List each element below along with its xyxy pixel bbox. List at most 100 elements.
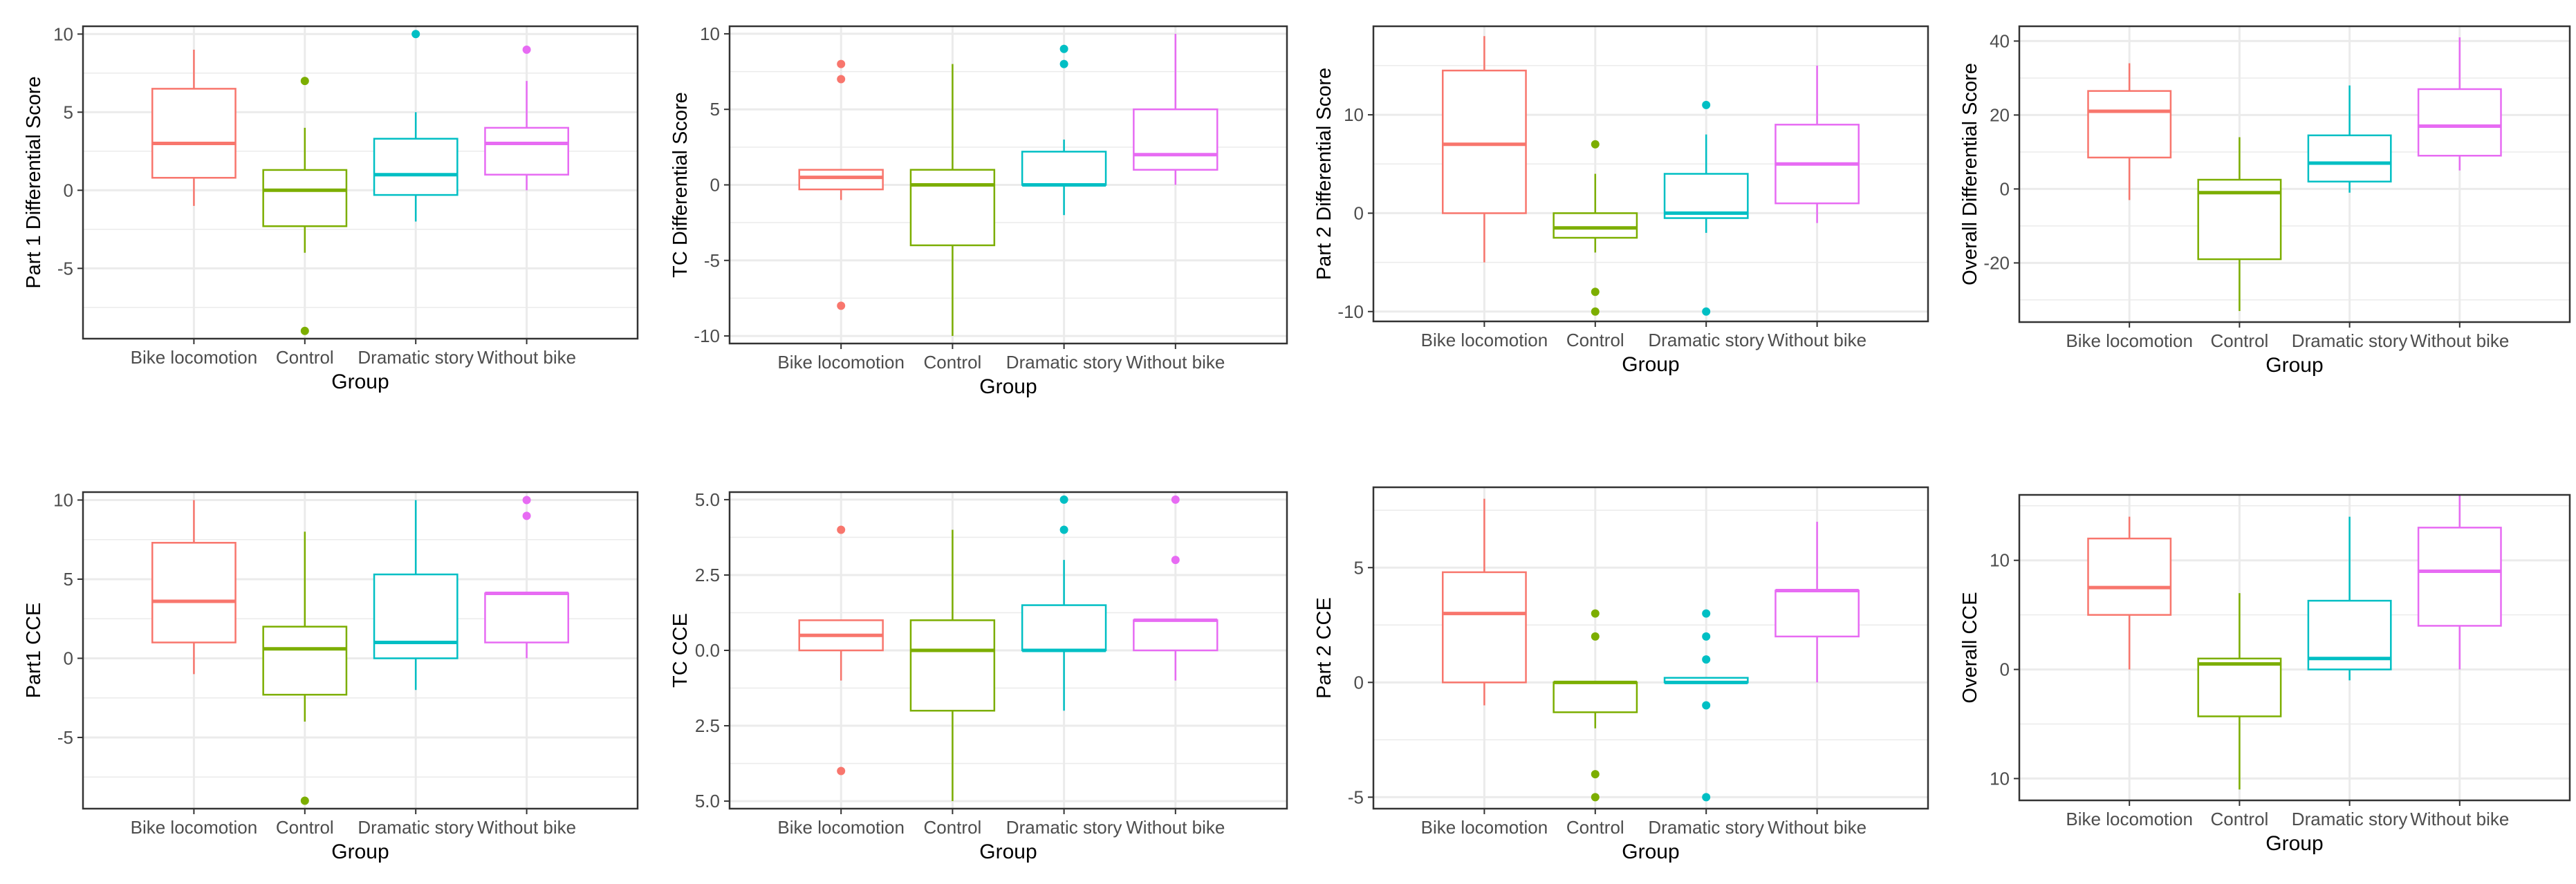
outlier-point: [1171, 556, 1180, 565]
x-tick-label: Control: [1566, 817, 1624, 838]
chart-panel-6: 5.0 2.5 0.0 2.5 5.0 Bike locomotion Control Dra…: [669, 489, 1288, 863]
box-control: [262, 77, 348, 335]
y-axis-title: Part1 CCE: [23, 603, 45, 699]
box-bike-locomotion: [2087, 63, 2172, 200]
outlier-point: [837, 75, 846, 84]
x-axis-title: Group: [2265, 354, 2323, 377]
x-tick-label: Without bike: [1768, 330, 1866, 350]
box-body: [1442, 69, 1527, 214]
box-body: [484, 592, 570, 643]
outlier-point: [300, 796, 309, 805]
y-tick-label: 5.0: [695, 489, 720, 510]
box-dramatic-story: [373, 30, 458, 222]
outlier-point: [1059, 59, 1068, 68]
box-without-bike: [1133, 495, 1218, 681]
box-control: [2197, 593, 2282, 790]
outlier-point: [1591, 632, 1600, 641]
box-bike-locomotion: [798, 59, 884, 310]
y-tick-label: -10: [1337, 301, 1364, 322]
box-body: [2307, 134, 2392, 182]
box-dramatic-story: [2307, 516, 2392, 681]
box-without-bike: [484, 45, 570, 191]
box-bike-locomotion: [1442, 498, 1527, 706]
box-bike-locomotion: [798, 525, 884, 775]
panel-border: [82, 25, 639, 340]
box-control: [1553, 609, 1638, 802]
x-tick-label: Bike locomotion: [131, 347, 258, 368]
x-tick-label: Dramatic story: [2292, 330, 2408, 351]
y-tick-label: 2.5: [695, 565, 720, 585]
y-tick-label: -5: [704, 250, 720, 271]
y-tick-label: 0: [1354, 672, 1364, 693]
y-axis-title: Overall Differential Score: [1959, 63, 1981, 285]
panel-border: [2018, 493, 2571, 802]
box-body: [373, 138, 458, 196]
y-tick-label: 10: [53, 23, 73, 44]
chart-panel-2: 10 5 0 -5 -10 Bike locomotion Control Dramatic …: [669, 23, 1288, 398]
box-body: [1021, 604, 1107, 652]
box-dramatic-story: [2307, 85, 2392, 193]
y-axis-title: Part 2 Differential Score: [1313, 68, 1335, 280]
box-bike-locomotion: [151, 500, 237, 675]
y-tick-label: 5: [64, 569, 73, 590]
chart-panel-4: 40 20 0 -20 Bike locomotion Control Dramatic s…: [1959, 25, 2571, 377]
y-tick-label: 0: [710, 175, 720, 196]
outlier-point: [1059, 525, 1068, 534]
outlier-point: [1702, 793, 1711, 802]
y-tick-label: -5: [57, 727, 73, 748]
y-axis-title: Part 1 Differential Score: [23, 76, 45, 288]
x-tick-label: Dramatic story: [358, 817, 474, 838]
outlier-point: [1702, 632, 1711, 641]
x-axis-title: Group: [1622, 353, 1679, 376]
box-body: [151, 88, 237, 179]
box-without-bike: [1775, 65, 1860, 223]
outlier-point: [837, 525, 846, 534]
box-body: [2087, 90, 2172, 159]
outlier-point: [522, 45, 531, 54]
y-tick-label: -5: [57, 258, 73, 279]
panel-background: [83, 26, 638, 339]
box-without-bike: [484, 496, 570, 659]
x-axis-title: Group: [2265, 832, 2323, 855]
box-body: [2417, 527, 2502, 627]
x-axis-title: Group: [979, 840, 1037, 863]
x-tick-label: Dramatic story: [2292, 809, 2408, 829]
y-tick-label: 5: [1354, 557, 1364, 578]
box-bike-locomotion: [1442, 36, 1527, 263]
y-tick-label: 0: [2000, 659, 2010, 680]
outlier-point: [837, 301, 846, 310]
box-without-bike: [1775, 521, 1860, 683]
y-tick-label: 40: [1990, 30, 2010, 51]
x-tick-label: Without bike: [1126, 352, 1225, 373]
outlier-point: [1702, 307, 1711, 316]
outlier-point: [837, 59, 846, 68]
box-control: [2197, 137, 2282, 311]
outlier-point: [300, 77, 309, 86]
box-dramatic-story: [1021, 495, 1107, 711]
x-tick-label: Without bike: [477, 347, 576, 368]
box-body: [262, 169, 348, 227]
y-axis-title: TC Differential Score: [669, 92, 692, 278]
box-bike-locomotion: [151, 49, 237, 206]
outlier-point: [300, 326, 309, 335]
y-axis-title: Part 2 CCE: [1313, 597, 1335, 699]
panel-border: [1372, 486, 1929, 810]
box-body: [1553, 212, 1638, 239]
box-without-bike: [2417, 495, 2502, 670]
chart-panel-1: 10 5 0 -5 Bike locomotion Control Dramatic sto…: [23, 23, 639, 393]
outlier-point: [1171, 495, 1180, 504]
outlier-point: [411, 30, 420, 39]
panel-border: [2018, 25, 2571, 323]
x-tick-label: Dramatic story: [1648, 330, 1764, 350]
outlier-point: [522, 511, 531, 520]
box-control: [909, 64, 996, 337]
box-control: [909, 529, 996, 802]
x-tick-label: Dramatic story: [1648, 817, 1764, 838]
box-dramatic-story: [1021, 44, 1107, 216]
box-body: [1021, 151, 1107, 186]
outlier-point: [1591, 793, 1600, 802]
y-tick-label: -20: [1983, 252, 2010, 273]
y-tick-label: 2.5: [695, 715, 720, 736]
box-body: [1133, 619, 1218, 652]
y-tick-label: 10: [1344, 104, 1364, 125]
